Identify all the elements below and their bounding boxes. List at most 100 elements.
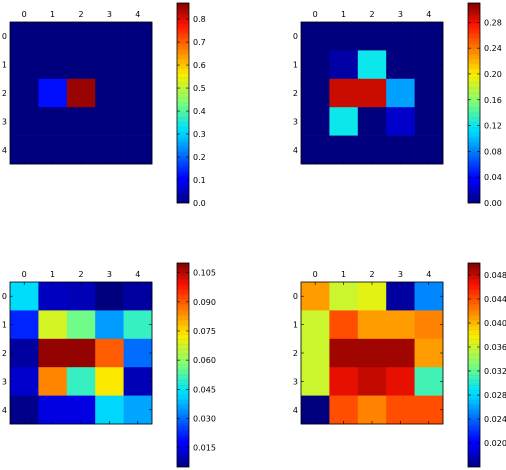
heatmap-cell — [329, 395, 359, 425]
heatmap-cell — [357, 310, 387, 340]
x-tick-label: 0 — [313, 10, 318, 19]
colorbar-tick-label: 0.090 — [193, 298, 216, 307]
heatmap-panel-2: 0 1 2 3 4 0 1 2 3 4 0.015 0.030 0.045 0.060 0.075 0.090… — [2, 262, 216, 468]
heatmap-cell — [10, 107, 39, 136]
heatmap-cell — [414, 338, 444, 368]
heatmap-cell — [38, 78, 68, 108]
heatmap-cell — [414, 310, 444, 340]
heatmap-cell — [123, 395, 153, 425]
colorbar-tick-label: 0.024 — [484, 415, 506, 424]
x-tick-label: 3 — [107, 270, 112, 279]
heatmap-cell — [66, 22, 96, 51]
x-tick-label: 3 — [107, 10, 112, 19]
heatmap-cell — [301, 338, 330, 368]
heatmap-cell — [38, 135, 68, 165]
heatmap-cell — [66, 135, 96, 165]
heatmap-cell — [386, 338, 415, 368]
x-tick-label: 3 — [398, 270, 403, 279]
x-tick-label: 2 — [369, 10, 374, 19]
colorbar-tick-label: 0.7 — [193, 38, 206, 47]
heatmap-cell — [123, 78, 153, 108]
heatmap-cell — [38, 367, 68, 396]
colorbar-tick-label: 0.044 — [484, 295, 506, 304]
x-tick-label: 4 — [135, 270, 140, 279]
heatmap-cell — [123, 338, 153, 368]
heatmap-cell — [357, 395, 387, 425]
colorbar-tick-label: 0.075 — [193, 327, 216, 336]
y-tick-label: 4 — [2, 406, 7, 415]
heatmap-cell — [329, 22, 359, 51]
colorbar-tick-label: 0.12 — [484, 122, 502, 131]
heatmap-cell — [357, 367, 387, 396]
heatmap-cell — [329, 367, 359, 396]
heatmap-cell — [123, 282, 153, 311]
heatmap-cell — [66, 395, 96, 425]
y-tick-label: 4 — [293, 406, 298, 415]
heatmap-cell — [329, 282, 359, 311]
heatmap-cell — [38, 50, 68, 80]
heatmap-cell — [301, 78, 330, 108]
heatmap-cell — [301, 50, 330, 80]
heatmap-cell — [329, 107, 359, 136]
x-tick-label: 4 — [426, 270, 431, 279]
heatmap-cell — [10, 338, 39, 368]
heatmap-cell — [414, 135, 444, 165]
heatmap-cell — [357, 107, 387, 136]
heatmap-cell — [386, 395, 415, 425]
colorbar-tick-label: 0.032 — [484, 367, 506, 376]
heatmap-cell — [66, 78, 96, 108]
heatmap-cell — [301, 367, 330, 396]
heatmap-cell — [95, 78, 124, 108]
heatmap-cell — [95, 107, 124, 136]
heatmap-cell — [357, 78, 387, 108]
heatmap-cell — [123, 22, 153, 51]
x-tick-label: 3 — [398, 10, 403, 19]
heatmap-cell — [301, 107, 330, 136]
y-tick-label: 4 — [293, 146, 298, 155]
colorbar-tick-label: 0.2 — [193, 153, 206, 162]
heatmap-panel-1: 0 1 2 3 4 0 1 2 3 4 0.00 0.04 0.08 0.12 0.16 0.20 0.24 0.… — [293, 2, 502, 208]
colorbar-tick-label: 0.08 — [484, 147, 502, 156]
heatmap-cell — [414, 22, 444, 51]
x-tick-label: 4 — [426, 10, 431, 19]
colorbar-tick-label: 0.1 — [193, 176, 206, 185]
heatmap-cell — [386, 135, 415, 165]
heatmap-cell — [329, 135, 359, 165]
heatmap-cell — [386, 367, 415, 396]
colorbar-tick-label: 0.4 — [193, 107, 206, 116]
heatmap-cell — [38, 310, 68, 340]
heatmap-cell — [301, 395, 330, 425]
colorbar-tick-label: 0.020 — [484, 439, 506, 448]
colorbar-tick-label: 0.015 — [193, 444, 216, 453]
x-tick-label: 0 — [22, 10, 27, 19]
heatmap-cell — [386, 78, 415, 108]
heatmap-cell — [301, 135, 330, 165]
heatmap-cell — [414, 50, 444, 80]
heatmap-cell — [38, 107, 68, 136]
heatmap-cell — [414, 367, 444, 396]
y-tick-label: 0 — [2, 292, 7, 301]
x-tick-label: 0 — [313, 270, 318, 279]
heatmap-cell — [10, 78, 39, 108]
heatmap-cell — [301, 22, 330, 51]
colorbar-tick-label: 0.24 — [484, 44, 502, 53]
heatmap-cell — [386, 50, 415, 80]
heatmap-cell — [95, 282, 124, 311]
heatmap-cell — [10, 282, 39, 311]
y-tick-label: 2 — [2, 89, 7, 98]
heatmap-cell — [95, 338, 124, 368]
heatmap-cell — [386, 107, 415, 136]
y-tick-label: 1 — [2, 61, 7, 70]
heatmap-cell — [329, 310, 359, 340]
heatmap-cell — [95, 367, 124, 396]
colorbar-tick-label: 0.5 — [193, 84, 206, 93]
x-tick-label: 2 — [78, 270, 83, 279]
colorbar — [176, 2, 190, 204]
heatmap-cell — [123, 135, 153, 165]
heatmap-cell — [10, 367, 39, 396]
heatmap-cell — [66, 107, 96, 136]
colorbar-tick-label: 0.28 — [484, 18, 502, 27]
heatmap-cell — [123, 107, 153, 136]
heatmap-cell — [357, 338, 387, 368]
x-tick-label: 2 — [78, 10, 83, 19]
